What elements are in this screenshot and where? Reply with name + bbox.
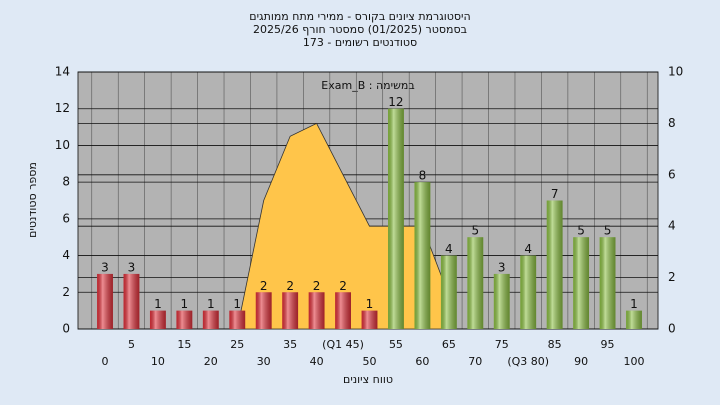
y-tick-label: 2 (62, 285, 70, 299)
bar-shine (467, 237, 484, 329)
x-tick-label: 15 (177, 338, 191, 351)
y-tick-label: 8 (62, 175, 70, 189)
x-tick-label: (Q3 80) (507, 355, 549, 368)
bar-shine (97, 273, 113, 329)
data-label: 1 (630, 297, 638, 311)
x-tick-label: 0 (102, 355, 109, 368)
data-label: 12 (388, 95, 403, 109)
x-tick-label: 100 (624, 355, 645, 368)
chart-subtitle: בסמסטר (01/2025) סמסטר חורף 2025/26 (253, 23, 467, 36)
bar-shine (123, 273, 140, 329)
data-label: 2 (313, 279, 321, 293)
x-tick-label: 60 (415, 355, 429, 368)
bar-shine (414, 182, 431, 329)
x-tick-label: 40 (310, 355, 324, 368)
data-label: 1 (366, 297, 374, 311)
y2-tick-label: 10 (668, 65, 683, 79)
data-label: 1 (207, 297, 215, 311)
bar-shine (282, 292, 299, 329)
bar-shine (202, 310, 219, 329)
x-tick-label: 90 (574, 355, 588, 368)
bar-shine (149, 310, 166, 329)
x-tick-label: 75 (495, 338, 509, 351)
bar-shine (229, 310, 246, 329)
data-label: 5 (604, 224, 612, 238)
data-label: 2 (339, 279, 347, 293)
data-label: 7 (551, 187, 559, 201)
y-axis-label: מספר סטודנטים (26, 162, 39, 238)
bar-shine (255, 292, 272, 329)
data-label: 3 (101, 260, 109, 274)
x-tick-label: 50 (363, 355, 377, 368)
data-label: 4 (445, 242, 453, 256)
y2-tick-label: 6 (668, 167, 676, 181)
bar-shine (335, 292, 351, 329)
y2-tick-label: 4 (668, 219, 676, 233)
bar-shine (546, 200, 563, 329)
y-tick-label: 0 (62, 322, 70, 336)
x-tick-label: (Q1 45) (322, 338, 364, 351)
x-tick-label: 85 (548, 338, 562, 351)
chart-title: היסטוגרמת ציונים בקורס - ממירי מתח ממותג… (249, 10, 470, 23)
data-label: 8 (419, 169, 427, 183)
bar-shine (388, 108, 404, 329)
x-tick-label: 30 (257, 355, 271, 368)
y2-tick-label: 2 (668, 270, 676, 284)
y-tick-label: 12 (55, 101, 70, 115)
y-tick-label: 14 (55, 65, 70, 79)
x-tick-label: 25 (230, 338, 244, 351)
data-label: 3 (128, 260, 136, 274)
bar-shine (493, 273, 510, 329)
x-tick-label: 65 (442, 338, 456, 351)
annotation: Exam_B : במשימה (321, 79, 414, 92)
y2-tick-label: 8 (668, 116, 676, 130)
bar-shine (520, 255, 537, 329)
y2-tick-label: 0 (668, 322, 676, 336)
x-axis-label: טווח ציונים (343, 373, 393, 386)
bar-shine (308, 292, 325, 329)
data-label: 5 (577, 224, 585, 238)
bar-shine (626, 310, 642, 329)
bar-shine (440, 255, 457, 329)
y-tick-label: 6 (62, 211, 70, 225)
x-tick-label: 95 (601, 338, 615, 351)
data-label: 1 (181, 297, 189, 311)
data-label: 3 (498, 260, 506, 274)
data-label: 1 (233, 297, 241, 311)
y-tick-label: 10 (55, 138, 70, 152)
chart-subtitle: סטודנטים רשומים - 173 (303, 36, 417, 49)
bar-shine (599, 237, 616, 329)
x-tick-label: 20 (204, 355, 218, 368)
x-tick-label: 5 (128, 338, 135, 351)
x-tick-label: 35 (283, 338, 297, 351)
data-label: 5 (471, 224, 479, 238)
bar-shine (361, 310, 378, 329)
y-tick-label: 4 (62, 248, 70, 262)
data-label: 1 (154, 297, 162, 311)
x-tick-label: 55 (389, 338, 403, 351)
data-label: 4 (524, 242, 532, 256)
bar-shine (573, 237, 590, 329)
data-label: 2 (260, 279, 268, 293)
bar-shine (176, 310, 193, 329)
x-tick-label: 10 (151, 355, 165, 368)
x-tick-label: 70 (468, 355, 482, 368)
data-label: 2 (286, 279, 294, 293)
